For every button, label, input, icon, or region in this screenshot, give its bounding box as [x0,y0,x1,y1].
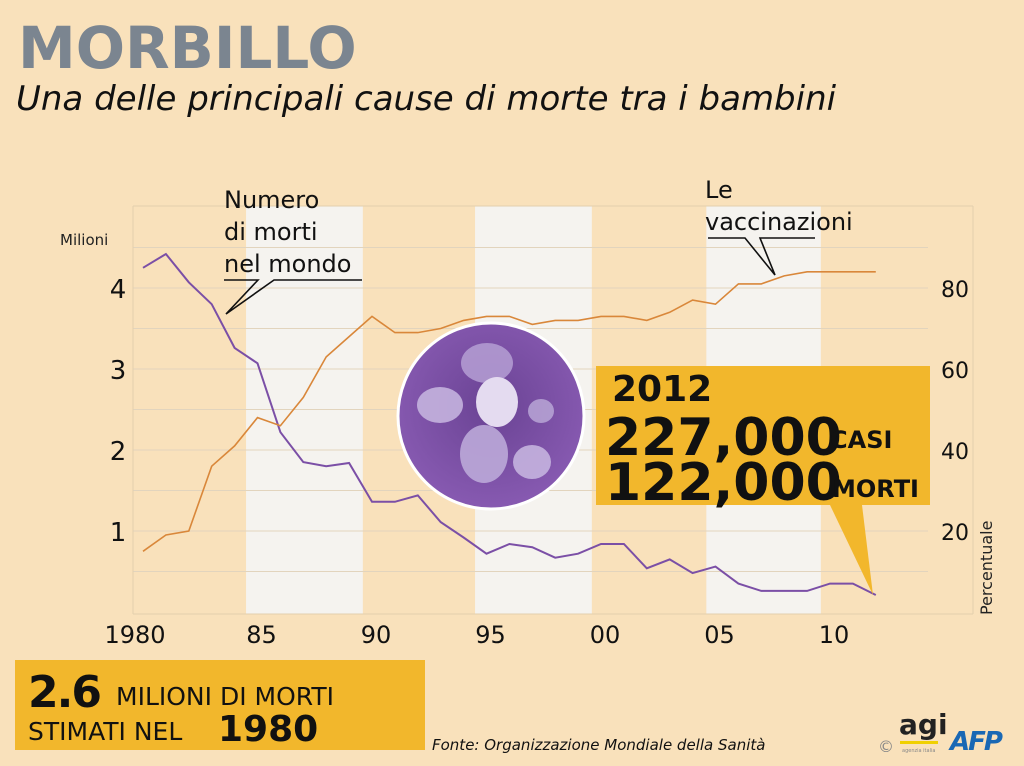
y-right-tick: 20 [941,521,969,546]
measles-virus-image [396,321,586,511]
agi-bar [900,741,938,744]
x-tick: 90 [361,621,392,649]
summary-box: 2.6 MILIONI DI MORTI STIMATI NEL 1980 [15,660,425,750]
summary-line1: MILIONI DI MORTI [116,682,334,711]
copyright-icon: © [878,737,894,756]
y-right-tick: 40 [941,440,969,465]
agi-logo: agi [899,708,948,741]
summary-value: 2.6 [28,667,100,718]
y-right-tick: 80 [941,278,969,303]
series-lines [142,252,877,596]
page-title: MORBILLO [18,14,357,82]
deaths-pointer [224,279,362,315]
summary-year: 1980 [218,709,318,750]
deaths-annotation: Numero di morti nel mondo [224,186,362,315]
right-axis-label: Percentuale [977,521,996,615]
x-tick: 95 [475,621,506,649]
deaths-label-2: di morti [224,218,318,246]
cases-label: CASI [830,426,892,454]
y-left-tick: 2 [110,437,127,467]
subtitle: Una delle principali cause di morte tra … [16,79,837,119]
vacc-pointer [708,237,815,276]
summary-line2: STIMATI NEL [28,717,182,746]
agi-subtitle: agenzia italia [902,748,935,754]
x-tick: 10 [819,621,850,649]
x-tick: 05 [704,621,735,649]
left-axis-label: Milioni [60,231,108,249]
deaths-label-3: nel mondo [224,250,351,278]
y-left-tick: 1 [110,518,127,548]
deaths-value: 122,000 [605,453,842,513]
deaths-label-1: Numero [224,186,319,214]
x-tick: 1980 [104,621,165,649]
x-tick: 00 [590,621,621,649]
callout-year: 2012 [612,369,712,410]
cases-value: 227,000 [605,408,842,468]
y-left-tick: 3 [110,356,127,386]
afp-logo: AFP [948,727,1003,757]
vacc-label-2: vaccinazioni [705,208,853,236]
deaths-series-line [142,252,877,596]
callout-2012: 2012 227,000 CASI 122,000 MORTI [596,366,930,595]
deaths-label: MORTI [832,475,919,503]
y-right-tick: 60 [941,359,969,384]
y-left-tick: 4 [110,275,127,305]
tick-labels: 1 2 3 4 20 40 60 80 1980 85 90 95 00 05 10 [104,275,969,649]
source-note: Fonte: Organizzazione Mondiale della San… [432,736,765,754]
vaccination-series-line [142,270,876,552]
x-tick: 85 [246,621,277,649]
vacc-label-1: Le [705,176,733,204]
logos: © agi agenzia italia AFP [878,708,1005,757]
vaccination-annotation: Le vaccinazioni [705,176,853,276]
